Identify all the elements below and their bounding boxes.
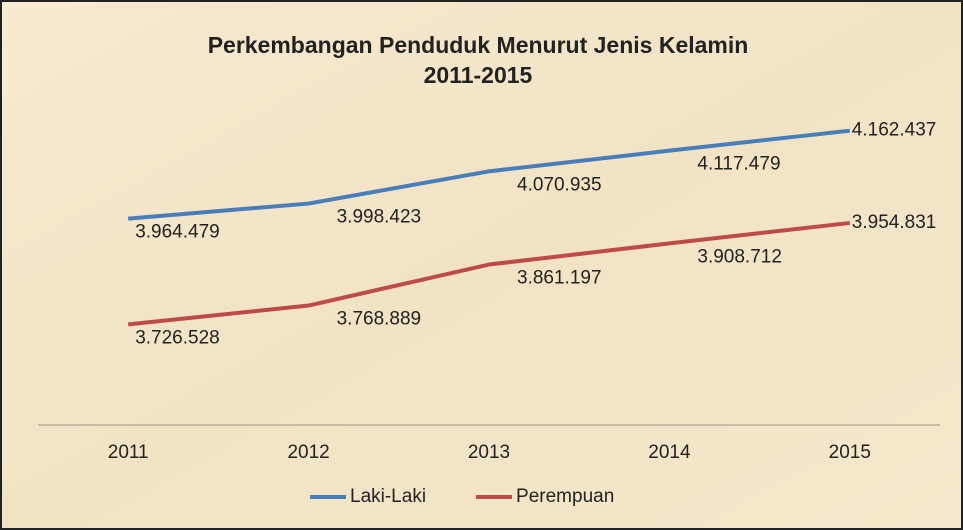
x-tick-label: 2014 (648, 442, 691, 463)
legend-label: Laki-Laki (350, 486, 426, 507)
chart-title: 2011-2015 (424, 62, 533, 88)
data-label: 4.070.935 (517, 174, 602, 195)
data-label: 3.954.831 (852, 212, 937, 233)
line (127, 220, 851, 327)
x-tick-label: 2015 (829, 442, 871, 463)
data-label: 4.117.479 (697, 154, 780, 175)
line (128, 128, 851, 221)
x-tick-label: 2011 (108, 442, 149, 463)
data-label: 3.908.712 (697, 246, 782, 267)
data-label: 3.964.479 (135, 222, 220, 243)
data-label: 3.861.197 (517, 268, 602, 289)
data-label: 3.998.423 (337, 207, 422, 228)
data-label: 3.768.889 (337, 309, 422, 330)
x-tick-label: 2013 (468, 442, 510, 463)
data-label: 3.726.528 (135, 327, 220, 348)
x-tick-label: 2012 (287, 442, 329, 463)
data-label: 4.162.437 (852, 120, 937, 141)
chart-title: Perkembangan Penduduk Menurut Jenis Kela… (208, 32, 749, 58)
legend-label: Perempuan (516, 486, 614, 507)
